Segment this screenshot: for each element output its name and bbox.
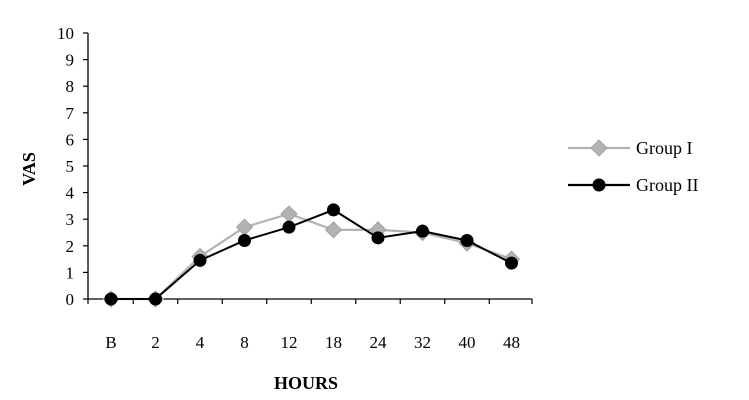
x-axis-title: HOURS — [274, 373, 338, 393]
x-tick-label: 32 — [414, 333, 431, 352]
data-point — [149, 292, 162, 306]
data-point — [416, 224, 429, 238]
y-tick-label: 5 — [66, 157, 75, 176]
data-point — [371, 231, 385, 245]
data-point — [238, 233, 251, 247]
y-tick-label: 0 — [66, 290, 75, 309]
y-axis: 0 1 2 3 4 5 6 7 8 9 10 — [57, 24, 89, 309]
x-tick-label: 40 — [459, 333, 476, 352]
legend-label: Group II — [636, 175, 698, 195]
y-tick-label: 10 — [57, 24, 74, 43]
series-line — [111, 208, 512, 300]
legend-label: Group I — [636, 138, 693, 158]
data-point — [193, 253, 207, 267]
data-point — [282, 220, 296, 234]
legend-marker — [590, 139, 608, 157]
series-layer — [102, 203, 521, 308]
y-tick-label: 2 — [66, 237, 75, 256]
data-point — [324, 221, 343, 239]
data-point — [104, 292, 118, 306]
x-tick-label: 18 — [325, 333, 342, 352]
data-point — [327, 203, 340, 217]
series-2 — [104, 203, 518, 306]
legend-entry: Group II — [568, 175, 698, 195]
legend-marker — [592, 178, 606, 192]
y-tick-label: 4 — [66, 184, 75, 203]
legend-entry: Group I — [568, 138, 693, 158]
series-1 — [102, 205, 521, 308]
data-point — [505, 256, 518, 270]
y-tick-label: 6 — [66, 130, 75, 149]
data-point — [235, 218, 254, 236]
data-point — [460, 233, 474, 247]
x-tick-label: 48 — [503, 333, 520, 352]
y-tick-label: 7 — [66, 104, 75, 123]
y-tick-label: 3 — [66, 210, 75, 229]
x-axis: B 2 4 8 12 18 24 32 40 48 — [87, 298, 533, 352]
x-tick-label: B — [105, 333, 116, 352]
x-tick-label: 12 — [281, 333, 298, 352]
x-tick-label: 2 — [151, 333, 160, 352]
x-tick-label: 4 — [196, 333, 205, 352]
x-tick-label: 8 — [240, 333, 249, 352]
x-tick-label: 24 — [370, 333, 388, 352]
y-axis-title: VAS — [19, 152, 39, 186]
y-tick-label: 8 — [66, 77, 75, 96]
legend: Group I Group II — [568, 138, 698, 195]
data-point — [280, 205, 298, 223]
y-tick-label: 9 — [66, 51, 75, 70]
series-line — [111, 212, 512, 301]
y-tick-label: 1 — [66, 263, 75, 282]
